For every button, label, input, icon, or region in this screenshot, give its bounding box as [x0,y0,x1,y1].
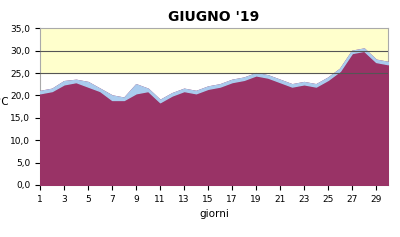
X-axis label: giorni: giorni [199,209,229,219]
Title: GIUGNO '19: GIUGNO '19 [168,10,260,24]
Y-axis label: °C: °C [0,97,8,107]
